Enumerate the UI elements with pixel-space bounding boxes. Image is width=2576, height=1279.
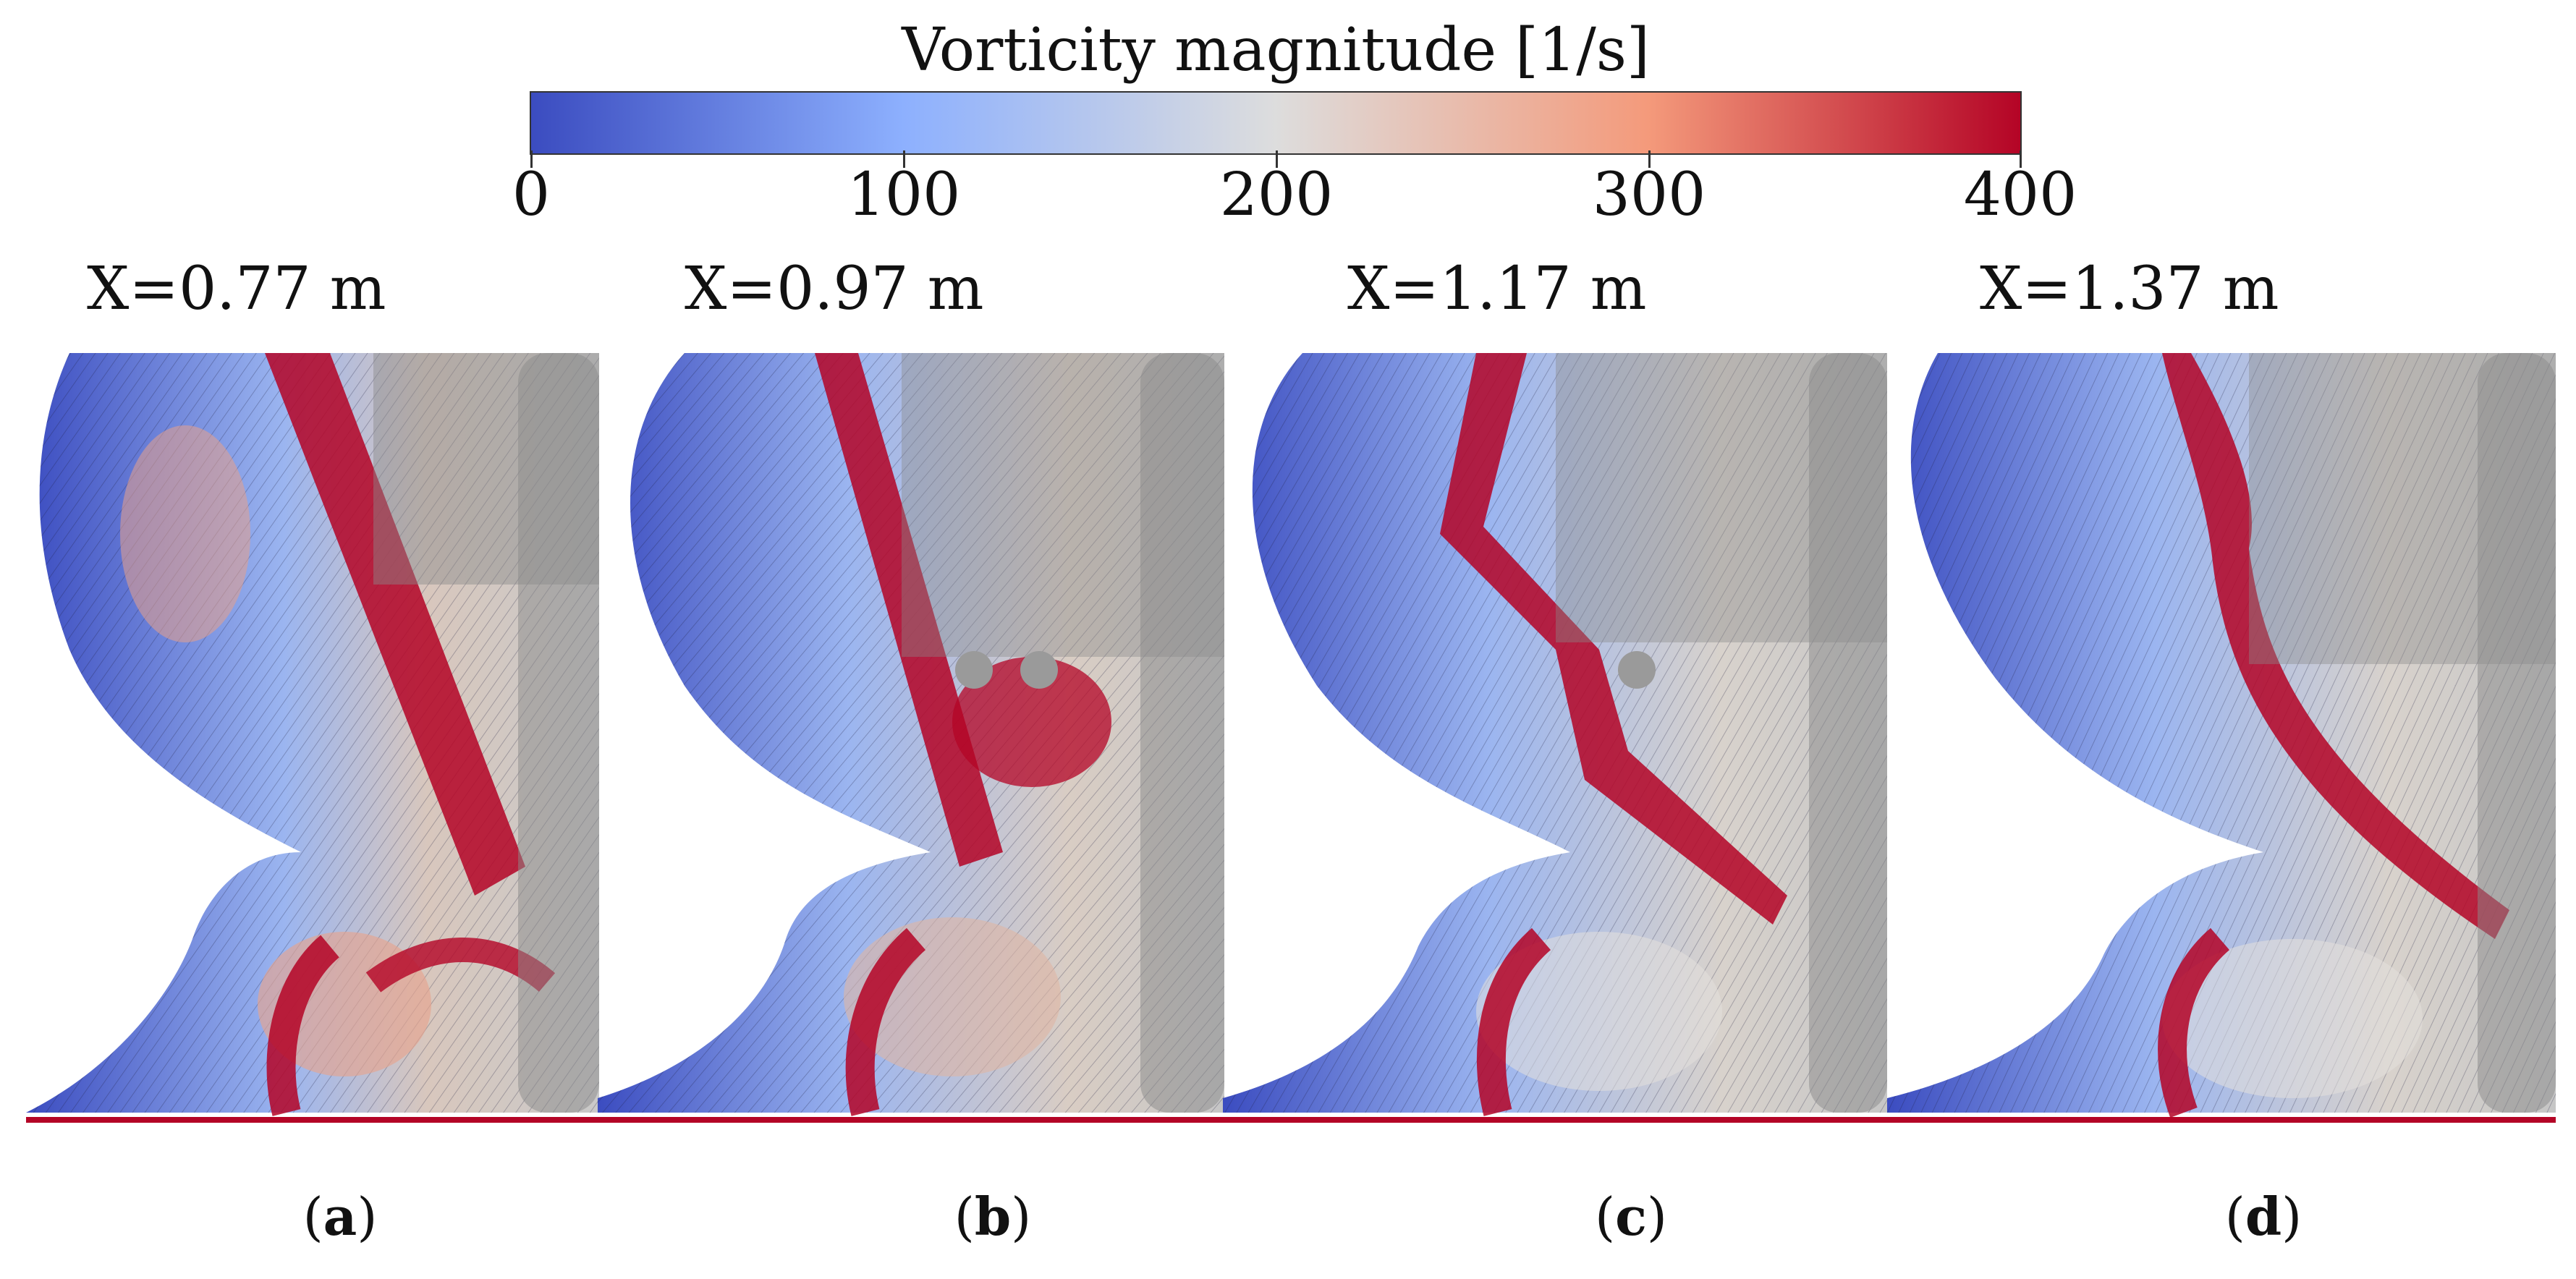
panel-title-b: X=0.97 m <box>685 255 984 323</box>
caption-bracket: ) <box>1011 1186 1032 1247</box>
caption-letter: b <box>974 1186 1012 1247</box>
caption-bracket: ( <box>954 1186 975 1247</box>
caption-letter: a <box>323 1186 357 1247</box>
panel-title-c: X=1.17 m <box>1347 255 1647 323</box>
colorbar-tick <box>1276 150 1278 168</box>
caption-bracket: ( <box>2224 1186 2245 1247</box>
colorbar-tick-label: 400 <box>1963 161 2077 229</box>
colorbar-tick-label: 200 <box>1219 161 1334 229</box>
panel-caption-b: (b) <box>920 1186 1065 1248</box>
panel-image-b <box>598 346 1224 1134</box>
panel-caption-a: (a) <box>268 1186 412 1248</box>
caption-bracket: ( <box>1594 1186 1616 1247</box>
caption-bracket: ( <box>302 1186 323 1247</box>
colorbar-tick-label: 100 <box>847 161 961 229</box>
caption-bracket: ) <box>1646 1186 1668 1247</box>
caption-letter: d <box>2245 1186 2282 1247</box>
caption-bracket: ) <box>357 1186 378 1247</box>
panel-title-d: X=1.37 m <box>1980 255 2279 323</box>
panel-image-a <box>26 346 599 1134</box>
colorbar-gradient <box>530 91 2022 155</box>
panel-image-c <box>1223 346 1887 1134</box>
colorbar-tick <box>1648 150 1651 168</box>
colorbar-tick-label: 300 <box>1592 161 1706 229</box>
caption-letter: c <box>1615 1186 1647 1247</box>
colorbar-tick <box>903 150 905 168</box>
colorbar-tick-label: 0 <box>512 161 551 229</box>
panel-caption-c: (c) <box>1559 1186 1703 1248</box>
panel-title-a: X=0.77 m <box>87 255 386 323</box>
colorbar-tick <box>530 150 533 168</box>
panel-caption-d: (d) <box>2191 1186 2336 1248</box>
panel-image-d <box>1887 346 2556 1134</box>
caption-bracket: ) <box>2281 1186 2302 1247</box>
colorbar-tick <box>2020 150 2022 168</box>
colorbar-title: Vorticity magnitude [1/s] <box>902 16 1650 85</box>
